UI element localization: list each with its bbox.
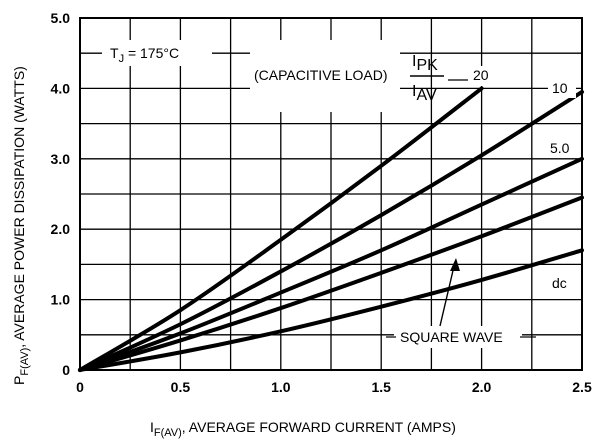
y-tick-label: 5.0 xyxy=(51,10,71,26)
curve-square-wave xyxy=(78,195,584,372)
capacitive-label-bg xyxy=(250,40,400,112)
y-tick-labels: 0 1.0 2.0 3.0 4.0 5.0 xyxy=(51,10,71,378)
tj-label: TJ = 175°C xyxy=(110,45,179,65)
curve-20 xyxy=(78,86,484,372)
y-tick-label: 4.0 xyxy=(51,80,71,96)
label-20-bg xyxy=(471,66,495,86)
ratio-numerator: IPK xyxy=(412,53,438,74)
square-wave-arrowhead xyxy=(450,258,460,271)
plot-frame xyxy=(79,17,583,371)
y-tick-label: 3.0 xyxy=(51,151,71,167)
x-tick-labels: 0 0.5 1.0 1.5 2.0 2.5 xyxy=(76,379,592,395)
capacitive-label: (CAPACITIVE LOAD) xyxy=(254,67,388,83)
square-wave-arrow-line xyxy=(439,261,456,327)
x-tick-label: 0 xyxy=(76,379,84,395)
x-tick-label: 0.5 xyxy=(171,379,191,395)
curves xyxy=(78,86,584,372)
tj-label-bg xyxy=(102,40,212,66)
series-label-10: 10 xyxy=(552,80,568,96)
series-label-20: 20 xyxy=(473,67,489,83)
y-tick-label: 2.0 xyxy=(51,221,71,237)
x-tick-label: 2.5 xyxy=(572,379,592,395)
curve-10 xyxy=(78,89,584,372)
x-tick-label: 2.0 xyxy=(472,379,492,395)
square-wave-label: SQUARE WAVE xyxy=(400,329,503,345)
square-wave-label-bg xyxy=(394,326,522,348)
label-10-bg xyxy=(548,78,576,98)
x-axis-label: IF(AV), AVERAGE FORWARD CURRENT (AMPS) xyxy=(150,419,456,439)
label-dc-bg xyxy=(548,274,572,294)
series-label-5: 5.0 xyxy=(550,140,570,156)
x-tick-label: 1.0 xyxy=(271,379,291,395)
label-5-bg xyxy=(546,138,578,158)
y-axis-label: PF(AV), AVERAGE POWER DISSIPATION (WATTS… xyxy=(11,66,31,385)
y-tick-label: 1.0 xyxy=(51,292,71,308)
x-tick-label: 1.5 xyxy=(371,379,391,395)
curve-5-0 xyxy=(78,156,584,372)
curve-dc xyxy=(78,248,584,372)
ratio-denominator: IAV xyxy=(412,83,437,104)
y-tick-label: 0 xyxy=(62,362,70,378)
series-label-dc: dc xyxy=(552,275,567,291)
